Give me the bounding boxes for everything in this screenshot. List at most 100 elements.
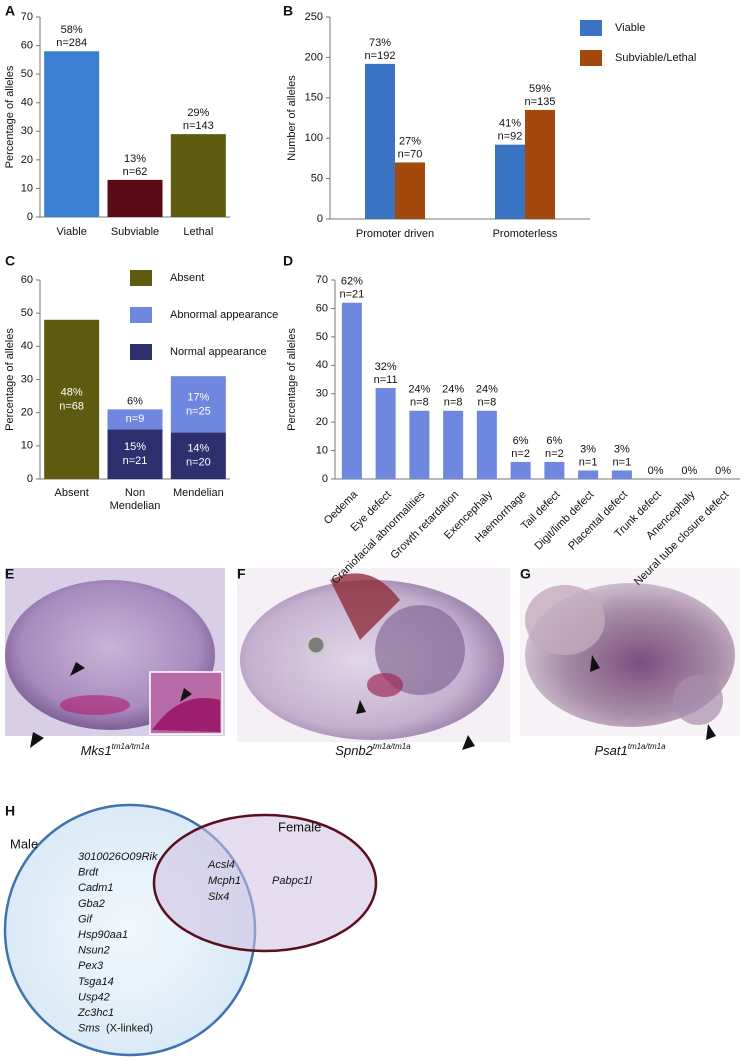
bar	[525, 109, 555, 219]
gene: Usp42	[78, 991, 110, 1003]
venn-diagram	[3, 803, 378, 1057]
image-caption: Psat1tm1a/tm1a	[594, 742, 666, 758]
embryo-image-f	[237, 568, 510, 750]
panel-label: C	[5, 253, 15, 269]
bar	[44, 51, 100, 218]
x-tick-label: Placental defect	[566, 489, 630, 553]
n-label: n=20	[186, 457, 211, 469]
bar	[611, 470, 632, 479]
n-label: n=135	[525, 96, 556, 108]
x-tick-label: Mendelian	[172, 487, 224, 499]
embryo-image-e	[5, 568, 225, 748]
value-label: 6%	[546, 435, 562, 447]
y-tick-label: 50	[21, 68, 33, 80]
value-label: 27%	[399, 135, 421, 147]
gene: Mcph1	[208, 875, 241, 887]
value-label: 3%	[580, 443, 596, 455]
x-tick-label: Subviable	[111, 226, 159, 238]
bar-segment	[107, 429, 163, 479]
bar	[395, 162, 425, 219]
bar	[375, 388, 396, 479]
legend-label: Subviable/Lethal	[615, 52, 696, 64]
gene: Sms (X-linked)	[78, 1023, 153, 1035]
panel-label: H	[5, 803, 15, 819]
n-label: n=8	[410, 397, 429, 409]
gene-note: (X-linked)	[106, 1023, 153, 1035]
bar	[476, 410, 497, 479]
gene: Gba2	[78, 898, 105, 910]
bar	[443, 410, 464, 479]
legend-label: Abnormal appearance	[170, 309, 278, 321]
bar-segment	[170, 376, 226, 433]
y-tick-label: 60	[21, 39, 33, 51]
y-tick-label: 50	[316, 331, 328, 343]
panel-label: G	[520, 566, 531, 582]
y-tick-label: 40	[21, 340, 33, 352]
n-label: n=8	[444, 397, 463, 409]
gene-name: Gif	[78, 913, 93, 925]
gene: Acsl4	[207, 859, 235, 871]
x-tick-label: Lethal	[183, 226, 213, 238]
allele: tm1a/tm1a	[373, 742, 411, 751]
gene-name: Sms	[78, 1023, 101, 1035]
set-label: Female	[278, 819, 321, 834]
gene: Tsga14	[78, 976, 114, 988]
y-axis-label: Number of alleles	[286, 75, 298, 161]
y-tick-label: 200	[305, 51, 323, 63]
y-tick-label: 250	[305, 11, 323, 23]
set-label: Male	[10, 836, 38, 851]
legend-swatch	[130, 344, 152, 360]
bar	[510, 461, 531, 479]
panel-label: F	[237, 566, 246, 582]
panel-label: B	[283, 3, 293, 19]
value-label: 6%	[127, 395, 143, 407]
bar	[170, 134, 226, 217]
value-label: 14%	[187, 443, 209, 455]
gene-name: Nsun2	[78, 945, 110, 957]
gene: Brdt	[78, 867, 99, 879]
gene-name: Zc3hc1	[77, 1007, 114, 1019]
bar-segment	[170, 432, 226, 479]
gene: Zc3hc1	[77, 1007, 114, 1019]
bar-segment	[44, 319, 100, 479]
legend-swatch	[130, 307, 152, 323]
value-label: 13%	[124, 153, 146, 165]
value-label: 15%	[124, 441, 146, 453]
allele: tm1a/tm1a	[112, 742, 150, 751]
value-label: 32%	[375, 361, 397, 373]
value-label: 62%	[341, 276, 363, 288]
allele: tm1a/tm1a	[628, 742, 666, 751]
gene-name: Brdt	[78, 867, 99, 879]
gene: Slx4	[208, 891, 229, 903]
gene-name: Pex3	[78, 960, 104, 972]
value-label: 48%	[61, 386, 83, 398]
bar	[578, 470, 599, 479]
y-tick-label: 10	[21, 182, 33, 194]
gene-name: Usp42	[78, 991, 110, 1003]
y-axis-label: Percentage of alleles	[4, 65, 16, 168]
n-label: n=62	[123, 166, 148, 178]
value-label: 24%	[408, 384, 430, 396]
legend-label: Normal appearance	[170, 346, 267, 358]
y-tick-label: 20	[21, 407, 33, 419]
legend-swatch	[580, 50, 602, 66]
image-caption: Mks1tm1a/tm1a	[81, 742, 150, 758]
y-tick-label: 70	[316, 274, 328, 286]
panel-label: D	[283, 253, 293, 269]
gene-name: Tsga14	[78, 976, 114, 988]
y-tick-label: 0	[27, 211, 33, 223]
gene-name: Psat1	[594, 743, 627, 758]
bar	[341, 302, 362, 479]
y-tick-label: 20	[21, 154, 33, 166]
gene-name: Gba2	[78, 898, 105, 910]
legend-swatch	[130, 270, 152, 286]
y-axis-label: Percentage of alleles	[286, 328, 298, 431]
y-tick-label: 150	[305, 92, 323, 104]
n-label: n=143	[183, 120, 214, 132]
y-tick-label: 70	[21, 11, 33, 23]
gene: Hsp90aa1	[78, 929, 128, 941]
gene: Gif	[78, 913, 93, 925]
y-tick-label: 40	[21, 97, 33, 109]
n-label: n=11	[374, 374, 398, 386]
value-label: 41%	[499, 118, 521, 130]
